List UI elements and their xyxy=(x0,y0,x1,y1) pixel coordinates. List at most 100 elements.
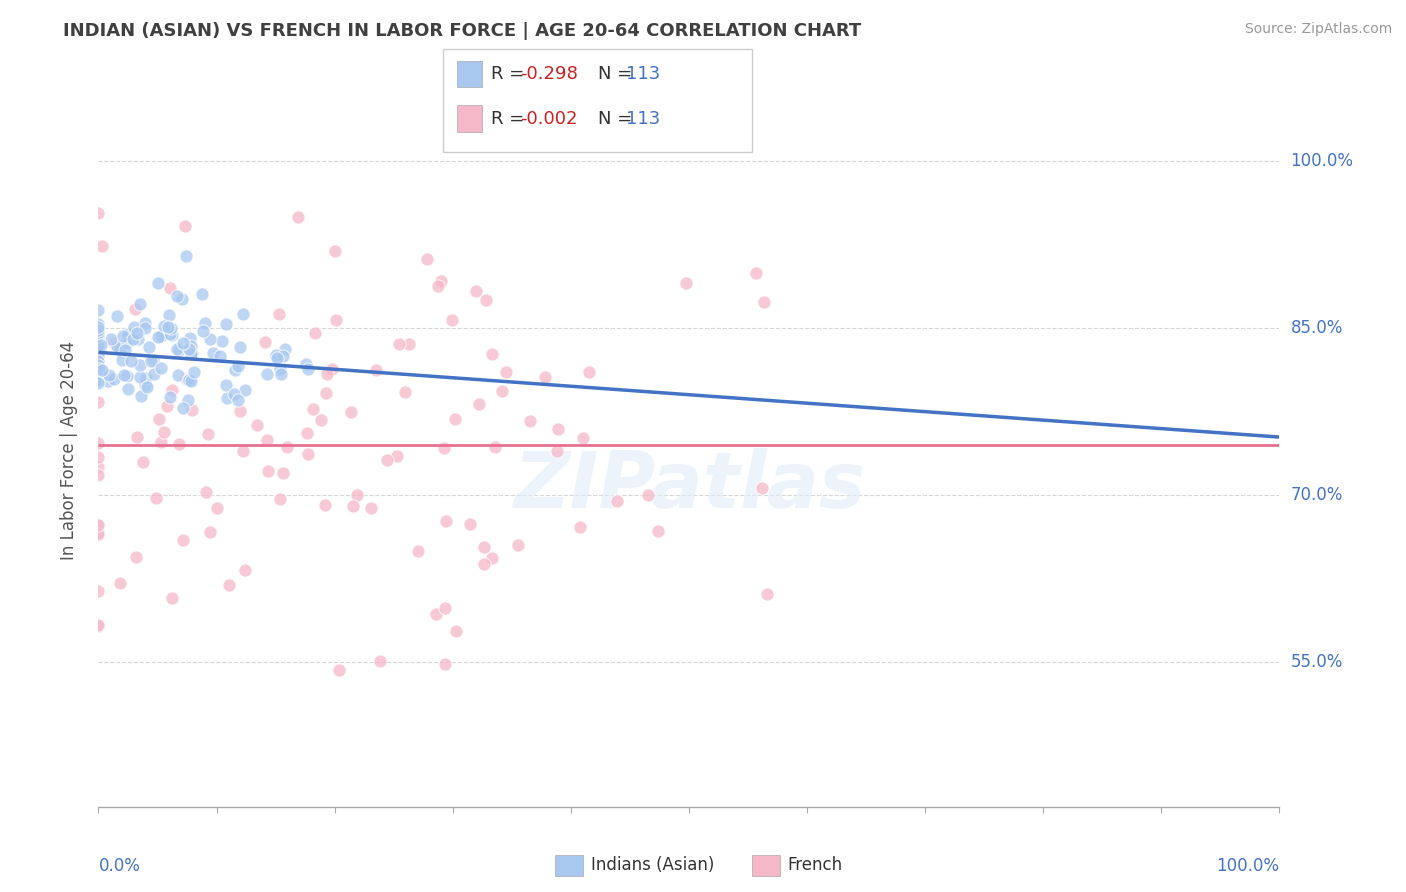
Point xyxy=(143,367,166,381)
Point xyxy=(87,318,110,332)
Point xyxy=(97,375,120,389)
Point xyxy=(87,583,110,598)
Point xyxy=(110,575,132,590)
Point xyxy=(111,329,134,343)
Point xyxy=(138,340,160,354)
Text: Source: ZipAtlas.com: Source: ZipAtlas.com xyxy=(1244,22,1392,37)
Point xyxy=(159,390,181,404)
Point xyxy=(297,362,319,376)
Text: 113: 113 xyxy=(626,65,659,83)
Point xyxy=(87,303,110,318)
Point xyxy=(87,326,110,341)
Point xyxy=(287,210,309,224)
Point xyxy=(87,395,110,409)
Point xyxy=(180,375,202,389)
Point xyxy=(167,368,190,383)
Point xyxy=(172,533,194,547)
Point xyxy=(547,422,569,436)
Point xyxy=(146,276,169,290)
Point xyxy=(160,321,183,335)
Point xyxy=(444,624,467,639)
Text: R =: R = xyxy=(491,65,530,83)
Point xyxy=(224,363,246,377)
Point xyxy=(128,369,150,384)
Text: 0.0%: 0.0% xyxy=(98,857,141,875)
Point xyxy=(87,361,110,376)
Point xyxy=(606,494,628,508)
Point xyxy=(87,353,110,368)
Point xyxy=(215,391,238,405)
Text: R =: R = xyxy=(491,110,530,128)
Point xyxy=(751,481,773,495)
Point xyxy=(87,359,110,373)
Point xyxy=(481,551,503,566)
Point xyxy=(745,266,768,280)
Point xyxy=(176,392,198,407)
Point xyxy=(426,278,449,293)
Point xyxy=(117,382,139,396)
Point xyxy=(87,460,110,475)
Text: N =: N = xyxy=(598,65,637,83)
Point xyxy=(87,358,110,372)
Point xyxy=(232,444,254,458)
Point xyxy=(491,384,513,398)
Point xyxy=(166,343,188,357)
Point xyxy=(197,427,219,442)
Point xyxy=(91,239,114,253)
Point xyxy=(103,336,125,351)
Point xyxy=(533,369,555,384)
Point xyxy=(270,368,292,382)
Point xyxy=(148,412,170,426)
Point xyxy=(170,293,193,307)
Point xyxy=(87,326,110,340)
Point xyxy=(105,309,128,323)
Point xyxy=(125,326,148,340)
Point xyxy=(87,329,110,343)
Point xyxy=(179,330,201,344)
Point xyxy=(159,326,181,341)
Point xyxy=(129,389,152,403)
Point xyxy=(571,431,593,445)
Point xyxy=(172,401,194,415)
Point xyxy=(87,319,110,334)
Point xyxy=(190,287,212,301)
Point xyxy=(122,332,145,346)
Point xyxy=(269,492,291,507)
Text: 70.0%: 70.0% xyxy=(1291,486,1343,504)
Point xyxy=(309,413,332,427)
Point xyxy=(481,347,503,361)
Point xyxy=(177,373,200,387)
Point xyxy=(218,577,240,591)
Point xyxy=(316,367,339,381)
Y-axis label: In Labor Force | Age 20-64: In Labor Force | Age 20-64 xyxy=(59,341,77,560)
Point xyxy=(131,455,153,469)
Point xyxy=(578,366,600,380)
Point xyxy=(394,385,416,400)
Point xyxy=(434,514,457,528)
Point xyxy=(174,219,197,234)
Point xyxy=(339,405,361,419)
Point xyxy=(297,447,319,461)
Point xyxy=(98,368,121,382)
Point xyxy=(174,372,197,386)
Point xyxy=(87,328,110,343)
Point xyxy=(433,657,456,671)
Point xyxy=(87,376,110,390)
Point xyxy=(172,335,194,350)
Point xyxy=(321,362,343,376)
Point xyxy=(110,352,132,367)
Point xyxy=(114,343,136,357)
Point xyxy=(149,435,172,450)
Point xyxy=(495,365,517,379)
Point xyxy=(229,340,252,354)
Point xyxy=(464,285,486,299)
Point xyxy=(468,397,491,411)
Point xyxy=(87,350,110,364)
Point xyxy=(202,346,225,360)
Point xyxy=(273,342,295,356)
Text: ZIPatlas: ZIPatlas xyxy=(513,448,865,524)
Text: -0.298: -0.298 xyxy=(520,65,578,83)
Point xyxy=(87,365,110,379)
Point xyxy=(129,296,152,310)
Point xyxy=(637,488,659,502)
